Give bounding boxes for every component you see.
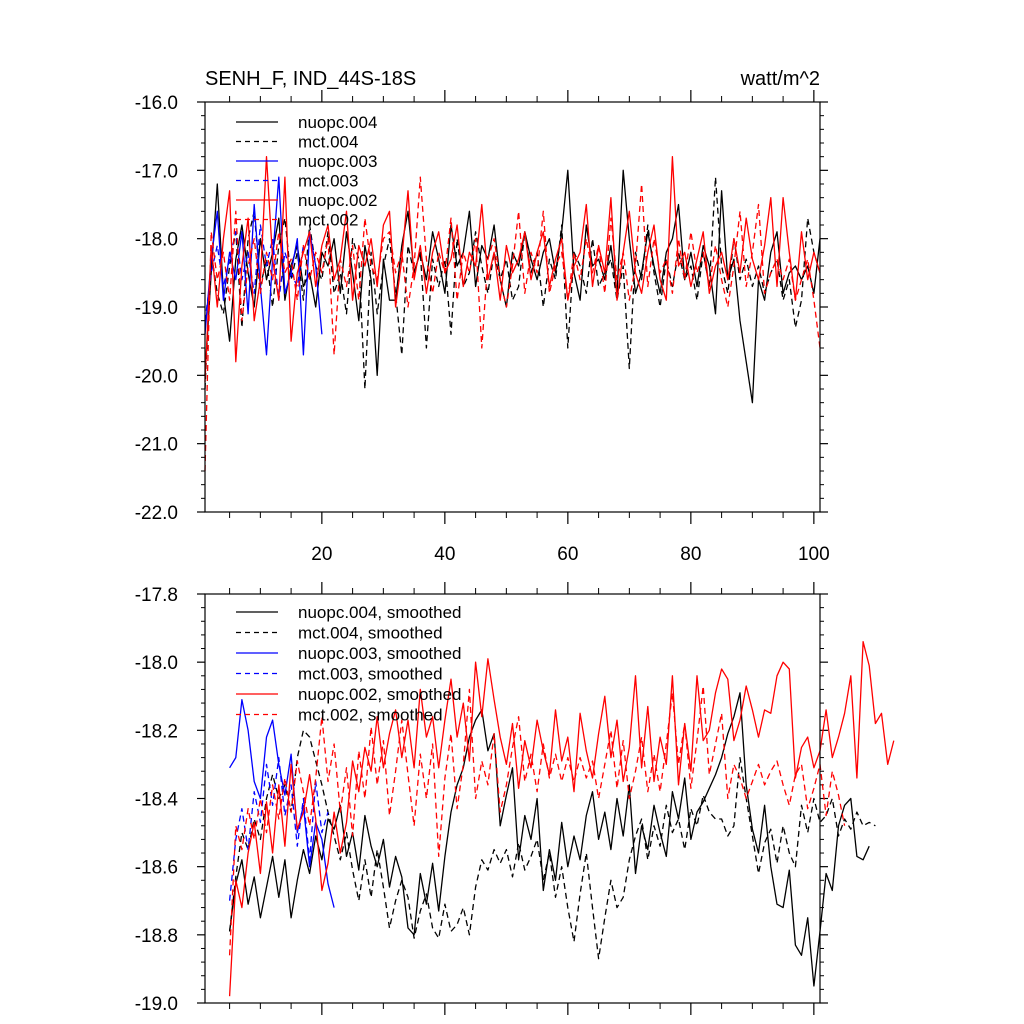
y-tick-label: -18.2 [135,721,178,742]
series-line-mct-002 [204,176,821,472]
x-tick-label: 80 [680,544,701,565]
series-line-nuopc-003 [204,176,323,356]
y-tick-label: -16.0 [135,93,178,114]
legend-label: mct.004 [298,133,358,152]
x-tick-label: 20 [311,544,332,565]
legend-label: nuopc.003, smoothed [298,644,462,663]
y-tick-label: -20.0 [135,366,178,387]
legend-label: mct.004, smoothed [298,624,443,643]
legend-label: nuopc.004 [298,113,377,132]
series-line-mct-003 [204,224,305,321]
y-tick-label: -18.4 [135,790,179,811]
legend-label: mct.002 [298,211,358,230]
legend-label: nuopc.003 [298,152,377,171]
bottom-plot-frame [204,593,821,1004]
y-tick-label: -19.0 [135,994,178,1015]
y-tick-label: -18.8 [135,926,178,947]
x-tick-label: 100 [798,544,830,565]
top-chart-units: watt/m^2 [740,68,820,90]
legend-label: nuopc.002, smoothed [298,685,462,704]
legend-label: mct.003 [298,172,358,191]
bottom-panel: -19.0 -18.8 -18.6 -18.4 -18.2 -18.0 -17.8 nuop… [135,582,895,1015]
y-tick-label: -21.0 [135,435,178,456]
series-line-nuopc-002-smoothed [228,641,895,997]
bottom-y-axis: -19.0 -18.8 -18.6 -18.4 -18.2 -18.0 -17.8 [135,585,828,1015]
legend-label: nuopc.004, smoothed [298,603,462,622]
top-x-axis: 20 40 60 80 100 [229,90,830,565]
top-plot-frame [204,101,821,513]
x-tick-label: 40 [434,544,455,565]
series-line-mct-004 [204,176,821,390]
y-tick-label: -19.0 [135,298,178,319]
y-tick-label: -18.6 [135,858,178,879]
top-legend: nuopc.004mct.004nuopc.003mct.003nuopc.00… [236,113,377,230]
bottom-x-axis [229,582,815,1015]
legend-label: mct.003, smoothed [298,665,443,684]
legend-label: mct.002, smoothed [298,706,443,725]
series-line-nuopc-002 [204,156,821,383]
series-line-mct-003-smoothed [228,756,329,901]
bottom-series [228,641,895,997]
series-line-nuopc-004-smoothed [228,692,870,987]
top-panel: SENH_F, IND_44S-18S watt/m^2 -22.0-21.0-… [135,68,830,565]
top-series [204,156,821,472]
x-tick-label: 60 [557,544,578,565]
y-tick-label: -17.0 [135,161,178,182]
y-tick-label: -22.0 [135,503,178,524]
top-chart-title: SENH_F, IND_44S-18S [205,68,416,90]
legend-label: nuopc.002 [298,191,377,210]
series-line-mct-002-smoothed [228,685,846,956]
top-y-axis: -22.0 -21.0 -20.0 -19.0 -18.0 -17.0 -16.0 [135,93,828,524]
y-tick-label: -17.8 [135,585,178,606]
y-tick-label: -18.0 [135,653,178,674]
y-tick-label: -18.0 [135,230,178,251]
